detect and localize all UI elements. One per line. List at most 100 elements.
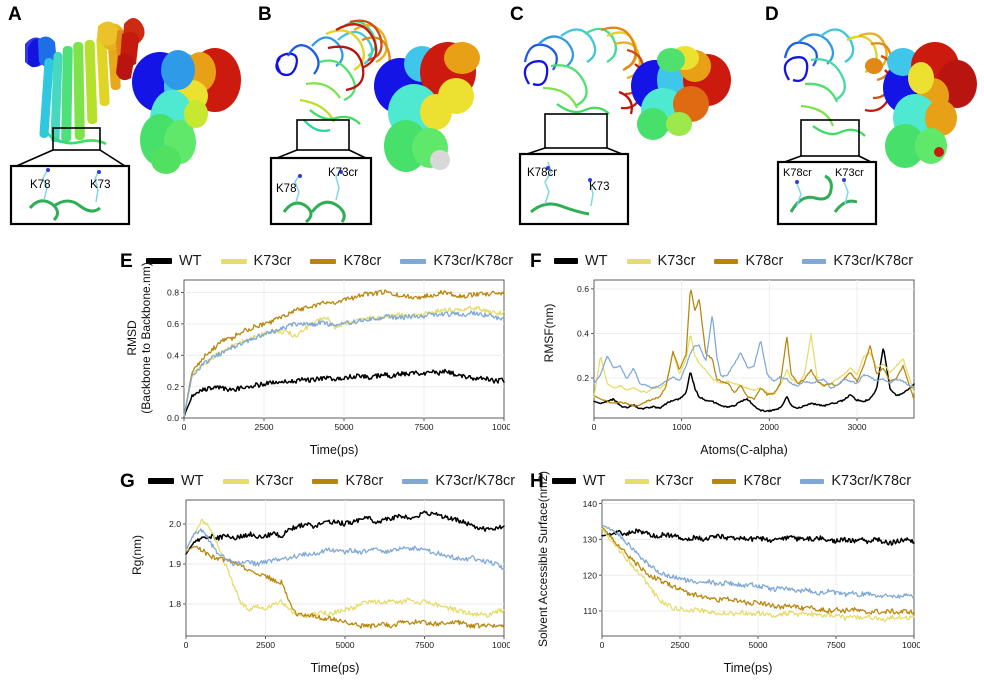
cartoon-ribbon-b — [275, 19, 391, 133]
legend-label-k73cr-k78cr: K73cr/K78cr — [433, 253, 514, 269]
y-axis-label-g: Rg(nm) — [130, 535, 144, 576]
y-axis-label-f: RMSF(nm) — [542, 303, 556, 363]
svg-text:1.9: 1.9 — [169, 559, 181, 569]
svg-text:10000: 10000 — [492, 422, 510, 432]
panel-letter-c: C — [510, 4, 524, 25]
legend-item-k73cr: K73cr — [220, 253, 311, 269]
structure-panel-c: C — [495, 0, 735, 243]
svg-text:2500: 2500 — [670, 640, 689, 650]
legend-item-wt: WT — [554, 253, 627, 269]
plot-panel-f: F WT K73cr K78cr K73cr/K78cr RMSF(nm) 0.… — [528, 248, 928, 463]
inset-label-k78cr-c: K78cr — [527, 167, 557, 179]
legend-swatch-k78cr — [712, 478, 737, 484]
svg-text:2500: 2500 — [256, 640, 275, 650]
x-axis-label-g: Time(ps) — [310, 661, 360, 675]
svg-text:120: 120 — [583, 570, 598, 580]
legend-swatch-wt — [146, 258, 172, 264]
structure-a-graphic: K78 K73 — [9, 18, 241, 226]
legend-item-k73cr-k78cr: K73cr/K78cr — [402, 473, 534, 489]
svg-text:0.2: 0.2 — [577, 373, 589, 383]
svg-text:0: 0 — [182, 422, 187, 432]
svg-text:3000: 3000 — [847, 422, 866, 432]
panel-letter-a: A — [8, 4, 22, 25]
svg-text:5000: 5000 — [335, 640, 354, 650]
inset-label-k73-c: K73 — [589, 181, 609, 193]
panel-letter-f: F — [530, 251, 542, 272]
surface-representation-d — [883, 42, 977, 168]
panel-letter-d: D — [765, 4, 779, 25]
legend-label-k78cr: K78cr — [745, 253, 784, 269]
legend-swatch-k73cr — [220, 258, 247, 264]
legend-swatch-k78cr — [310, 258, 337, 264]
legend-f: WT K73cr K78cr K73cr/K78cr — [554, 253, 932, 269]
svg-text:2000: 2000 — [760, 422, 779, 432]
legend-item-k73cr-k78cr: K73cr/K78cr — [800, 473, 930, 489]
svg-text:0.2: 0.2 — [167, 382, 179, 392]
legend-item-wt: WT — [552, 473, 625, 489]
svg-text:0: 0 — [592, 422, 597, 432]
surface-representation-a — [132, 48, 241, 174]
svg-text:10000: 10000 — [492, 640, 510, 650]
surface-representation-b — [374, 42, 480, 172]
legend-item-k78cr: K78cr — [310, 253, 400, 269]
x-axis-label-h: Time(ps) — [723, 661, 773, 675]
inset-content-a — [28, 168, 101, 222]
inset-label-k73cr-b: K73cr — [328, 167, 358, 179]
legend-swatch-k73cr — [624, 478, 649, 484]
legend-item-k73cr-k78cr: K73cr/K78cr — [400, 253, 532, 269]
svg-text:0.6: 0.6 — [577, 284, 589, 294]
structure-panel-b: B — [250, 0, 495, 243]
plot-panel-e: E WT K73cr K78cr K73cr/K78cr RMSD (Backb… — [118, 248, 518, 463]
plot-area-h: 110 120 130 140 0 2500 5000 7500 10000 — [576, 494, 920, 654]
y-axis-label-e: RMSD (Backbone to Backbone.nm) — [125, 262, 153, 414]
svg-text:7500: 7500 — [826, 640, 845, 650]
surface-representation-c — [631, 46, 731, 140]
panel-letter-b: B — [258, 4, 272, 25]
svg-text:0: 0 — [184, 640, 189, 650]
panel-letter-h: H — [530, 471, 544, 492]
legend-swatch-wt — [148, 478, 174, 484]
plot-area-e: 0.0 0.2 0.4 0.6 0.8 0 2500 5000 7500 10000 — [158, 274, 510, 436]
svg-text:0.8: 0.8 — [167, 288, 179, 298]
svg-text:1000: 1000 — [672, 422, 691, 432]
svg-text:10000: 10000 — [902, 640, 920, 650]
inset-label-k73cr-d: K73cr — [835, 167, 864, 179]
legend-item-k78cr: K78cr — [714, 253, 802, 269]
svg-text:140: 140 — [583, 499, 598, 509]
legend-label-wt: WT — [179, 253, 202, 269]
legend-swatch-wt — [552, 478, 576, 484]
x-axis-label-f: Atoms(C-alpha) — [700, 443, 788, 457]
inset-source-box-d — [800, 119, 860, 157]
legend-item-k73cr-k78cr: K73cr/K78cr — [802, 253, 932, 269]
legend-label-k73cr: K73cr — [255, 473, 294, 489]
svg-text:0: 0 — [600, 640, 605, 650]
inset-box-c — [518, 152, 630, 226]
legend-swatch-k73cr-k78cr — [802, 258, 827, 264]
inset-content-b — [282, 168, 346, 224]
legend-item-k73cr: K73cr — [624, 473, 713, 489]
legend-swatch-k73cr-k78cr — [800, 478, 825, 484]
inset-box-b — [269, 156, 373, 226]
legend-item-k73cr: K73cr — [222, 473, 313, 489]
legend-item-k78cr: K78cr — [712, 473, 800, 489]
inset-label-k73-a: K73 — [90, 179, 110, 191]
inset-source-box-c — [544, 113, 608, 149]
inset-label-k78-a: K78 — [30, 179, 50, 191]
svg-text:2500: 2500 — [254, 422, 273, 432]
legend-h: WT K73cr K78cr K73cr/K78cr — [552, 473, 930, 489]
legend-e: WT K73cr K78cr K73cr/K78cr — [146, 253, 532, 269]
legend-swatch-k73cr-k78cr — [400, 258, 427, 264]
svg-text:0.4: 0.4 — [167, 350, 179, 360]
legend-label-k73cr-k78cr: K73cr/K78cr — [833, 253, 914, 269]
legend-label-k78cr: K78cr — [743, 473, 782, 489]
y-axis-label-h: Solvent Accessible Surface(nm2) — [536, 470, 550, 648]
svg-text:1.8: 1.8 — [169, 599, 181, 609]
svg-text:0.6: 0.6 — [167, 319, 179, 329]
legend-item-k78cr: K78cr — [312, 473, 402, 489]
svg-text:7500: 7500 — [415, 640, 434, 650]
legend-g: WT K73cr K78cr K73cr/K78cr — [148, 473, 534, 489]
legend-label-k73cr: K73cr — [253, 253, 292, 269]
structure-c-graphic: K78cr K73 — [518, 26, 731, 226]
cartoon-ribbon-a — [25, 18, 145, 146]
legend-label-wt: WT — [181, 473, 204, 489]
